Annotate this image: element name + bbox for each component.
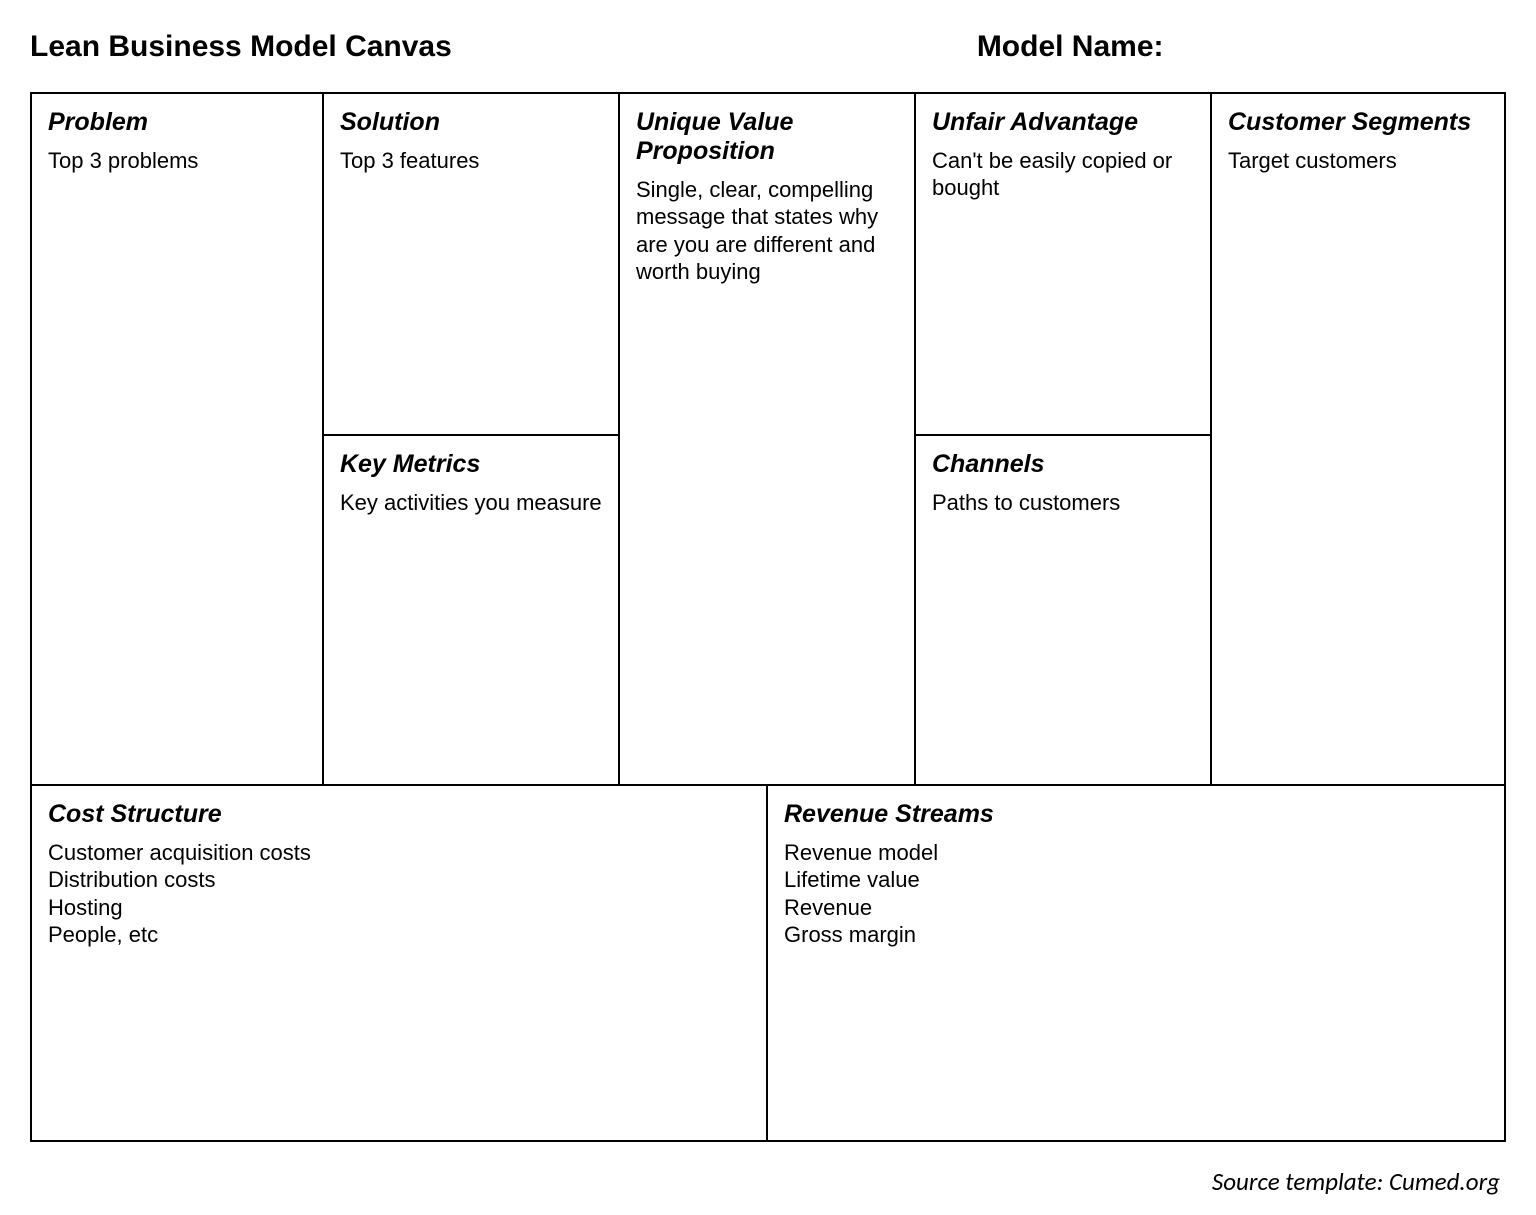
cell-uvp-text: Single, clear, compelling message that s… [636, 176, 898, 286]
cell-solution-title: Solution [340, 108, 602, 137]
col-uvp: Unique Value Proposition Single, clear, … [620, 94, 916, 784]
cell-unfair-advantage-text: Can't be easily copied or bought [932, 147, 1194, 202]
cell-unfair-advantage-title: Unfair Advantage [932, 108, 1194, 137]
cell-revenue-streams: Revenue Streams Revenue model Lifetime v… [768, 786, 1504, 1140]
col-customer-segments: Customer Segments Target customers [1212, 94, 1504, 784]
cell-uvp-title: Unique Value Proposition [636, 108, 898, 166]
cell-cost-structure-text: Customer acquisition costs Distribution … [48, 839, 750, 949]
cell-cost-structure: Cost Structure Customer acquisition cost… [32, 786, 768, 1140]
cell-problem: Problem Top 3 problems [32, 94, 322, 784]
cell-channels-text: Paths to customers [932, 489, 1194, 517]
header: Lean Business Model Canvas Model Name: [30, 30, 1506, 64]
col-solution-metrics: Solution Top 3 features Key Metrics Key … [324, 94, 620, 784]
cell-problem-text: Top 3 problems [48, 147, 306, 175]
cell-solution: Solution Top 3 features [324, 94, 618, 436]
model-name-label: Model Name: [977, 30, 1164, 64]
cell-key-metrics-text: Key activities you measure [340, 489, 602, 517]
cell-revenue-streams-title: Revenue Streams [784, 800, 1488, 829]
cell-solution-text: Top 3 features [340, 147, 602, 175]
canvas-bottom-area: Cost Structure Customer acquisition cost… [32, 784, 1504, 1140]
cell-channels-title: Channels [932, 450, 1194, 479]
cell-customer-segments-text: Target customers [1228, 147, 1488, 175]
cell-uvp: Unique Value Proposition Single, clear, … [620, 94, 914, 784]
canvas-title: Lean Business Model Canvas [30, 30, 452, 64]
cell-channels: Channels Paths to customers [916, 436, 1210, 784]
cell-customer-segments: Customer Segments Target customers [1212, 94, 1504, 784]
cell-problem-title: Problem [48, 108, 306, 137]
cell-cost-structure-title: Cost Structure [48, 800, 750, 829]
canvas-top-area: Problem Top 3 problems Solution Top 3 fe… [32, 94, 1504, 784]
col-problem: Problem Top 3 problems [32, 94, 324, 784]
cell-unfair-advantage: Unfair Advantage Can't be easily copied … [916, 94, 1210, 436]
lean-canvas: Problem Top 3 problems Solution Top 3 fe… [30, 92, 1506, 1142]
cell-revenue-streams-text: Revenue model Lifetime value Revenue Gro… [784, 839, 1488, 949]
page: Lean Business Model Canvas Model Name: P… [0, 0, 1536, 1215]
cell-key-metrics-title: Key Metrics [340, 450, 602, 479]
cell-customer-segments-title: Customer Segments [1228, 108, 1488, 137]
cell-key-metrics: Key Metrics Key activities you measure [324, 436, 618, 784]
col-advantage-channels: Unfair Advantage Can't be easily copied … [916, 94, 1212, 784]
source-attribution: Source template: Cumed.org [1212, 1166, 1500, 1197]
